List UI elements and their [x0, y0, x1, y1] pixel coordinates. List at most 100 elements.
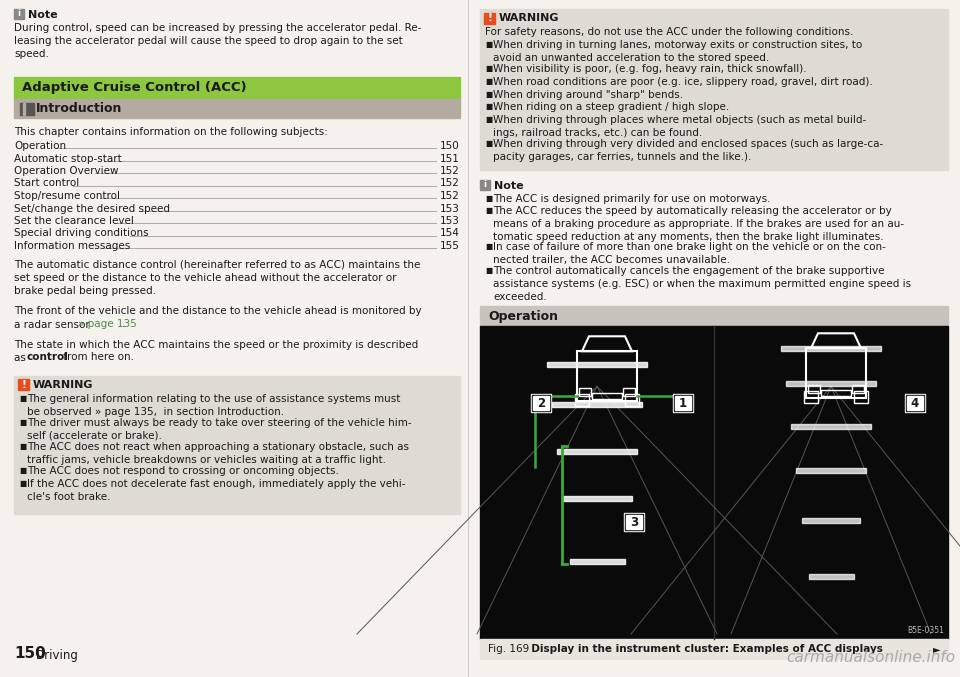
Bar: [821, 391, 851, 396]
Bar: [575, 394, 589, 406]
Text: !: !: [487, 13, 492, 23]
Bar: [484, 12, 495, 24]
Text: The driver must always be ready to take over steering of the vehicle him-
self (: The driver must always be ready to take …: [27, 418, 412, 441]
Text: i: i: [484, 180, 487, 189]
Text: 2: 2: [537, 397, 545, 410]
Bar: [570, 559, 625, 564]
Text: WARNING: WARNING: [33, 380, 93, 389]
Text: .: .: [122, 319, 125, 329]
Bar: [23, 102, 25, 114]
Text: The automatic distance control (hereinafter referred to as ACC) maintains the
se: The automatic distance control (hereinaf…: [14, 259, 420, 296]
Text: When driving in turning lanes, motorway exits or construction sites, to
avoid an: When driving in turning lanes, motorway …: [493, 40, 862, 63]
Bar: [623, 389, 635, 396]
Text: Operation: Operation: [488, 310, 558, 323]
Text: The ACC does not react when approaching a stationary obstacle, such as
traffic j: The ACC does not react when approaching …: [27, 441, 409, 464]
Bar: [14, 376, 460, 515]
Text: During control, speed can be increased by pressing the accelerator pedal. Re-
le: During control, speed can be increased b…: [14, 23, 421, 59]
Text: 152: 152: [440, 191, 460, 201]
Bar: [791, 424, 871, 429]
Text: 153: 153: [440, 204, 460, 213]
Text: 152: 152: [440, 166, 460, 176]
Text: ■: ■: [485, 194, 492, 202]
Text: Operation Overview: Operation Overview: [14, 166, 118, 176]
Text: 152: 152: [440, 179, 460, 188]
Bar: [480, 9, 948, 170]
Bar: [626, 515, 642, 529]
Text: Note: Note: [494, 181, 523, 191]
Text: 4: 4: [911, 397, 919, 410]
Bar: [547, 362, 647, 367]
Text: Operation: Operation: [14, 141, 66, 151]
Bar: [562, 496, 632, 501]
Text: Introduction: Introduction: [36, 102, 122, 115]
Text: When driving through places where metal objects (such as metal build-
ings, rail: When driving through places where metal …: [493, 115, 866, 138]
Text: Information messages: Information messages: [14, 241, 131, 251]
Bar: [480, 639, 948, 659]
Text: For safety reasons, do not use the ACC under the following conditions.: For safety reasons, do not use the ACC u…: [485, 27, 853, 37]
Text: Start control: Start control: [14, 179, 80, 188]
Bar: [802, 518, 860, 523]
Text: ■: ■: [485, 77, 492, 86]
Text: 150: 150: [441, 141, 460, 151]
Text: ■: ■: [485, 115, 492, 125]
Bar: [480, 326, 948, 639]
Text: This chapter contains information on the following subjects:: This chapter contains information on the…: [14, 127, 328, 137]
Bar: [14, 77, 460, 99]
Text: Fig. 169: Fig. 169: [488, 644, 529, 654]
Text: ■: ■: [485, 266, 492, 275]
Bar: [592, 393, 622, 399]
Text: ■: ■: [19, 466, 26, 475]
Bar: [624, 513, 644, 531]
Text: Set the clearance level: Set the clearance level: [14, 216, 133, 226]
Bar: [675, 396, 691, 410]
Bar: [579, 389, 591, 396]
Text: Special driving conditions: Special driving conditions: [14, 229, 149, 238]
Text: 153: 153: [440, 216, 460, 226]
Bar: [480, 306, 948, 326]
Text: The front of the vehicle and the distance to the vehicle ahead is monitored by
a: The front of the vehicle and the distanc…: [14, 307, 421, 330]
Bar: [804, 391, 818, 403]
Text: When riding on a steep gradient / high slope.: When riding on a steep gradient / high s…: [493, 102, 730, 112]
Text: ■: ■: [485, 139, 492, 148]
Bar: [557, 450, 637, 454]
Bar: [905, 394, 925, 412]
Bar: [674, 395, 692, 412]
Text: ■: ■: [485, 40, 492, 49]
Text: ■: ■: [19, 441, 26, 451]
Text: control: control: [27, 352, 69, 362]
Bar: [854, 391, 868, 403]
Text: When driving around "sharp" bends.: When driving around "sharp" bends.: [493, 89, 684, 100]
Bar: [27, 102, 34, 114]
Bar: [808, 385, 820, 393]
Text: from here on.: from here on.: [60, 352, 134, 362]
Bar: [480, 179, 490, 190]
Text: If the ACC does not decelerate fast enough, immediately apply the vehi-
cle's fo: If the ACC does not decelerate fast enou…: [27, 479, 405, 502]
Bar: [577, 351, 637, 401]
Text: ■: ■: [19, 418, 26, 427]
Text: 154: 154: [440, 229, 460, 238]
Text: 155: 155: [440, 241, 460, 251]
Text: The ACC reduces the speed by automatically releasing the accelerator or by
means: The ACC reduces the speed by automatical…: [493, 206, 904, 242]
Text: B5E-0351: B5E-0351: [907, 626, 944, 635]
Text: !: !: [21, 380, 26, 389]
Text: The general information relating to the use of assistance systems must
be observ: The general information relating to the …: [27, 393, 400, 416]
Text: When road conditions are poor (e.g. ice, slippery road, gravel, dirt road).: When road conditions are poor (e.g. ice,…: [493, 77, 873, 87]
Text: ■: ■: [485, 206, 492, 215]
Bar: [809, 575, 854, 580]
Text: ■: ■: [485, 102, 492, 112]
Text: Note: Note: [28, 10, 58, 20]
Text: Driving: Driving: [36, 649, 79, 662]
Text: The state in which the ACC maintains the speed or the proximity is described
as: The state in which the ACC maintains the…: [14, 339, 419, 363]
Bar: [18, 379, 29, 390]
Text: WARNING: WARNING: [499, 13, 560, 23]
Text: ■: ■: [485, 89, 492, 99]
Text: ■: ■: [485, 242, 492, 250]
Text: 151: 151: [440, 154, 460, 164]
Text: In case of failure of more than one brake light on the vehicle or on the con-
ne: In case of failure of more than one brak…: [493, 242, 886, 265]
Text: Adaptive Cruise Control (ACC): Adaptive Cruise Control (ACC): [22, 81, 247, 95]
Bar: [14, 99, 460, 118]
Text: When driving through very divided and enclosed spaces (such as large-ca-
pacity : When driving through very divided and en…: [493, 139, 883, 162]
Text: 1: 1: [679, 397, 687, 410]
Bar: [781, 346, 881, 351]
Bar: [796, 468, 866, 473]
